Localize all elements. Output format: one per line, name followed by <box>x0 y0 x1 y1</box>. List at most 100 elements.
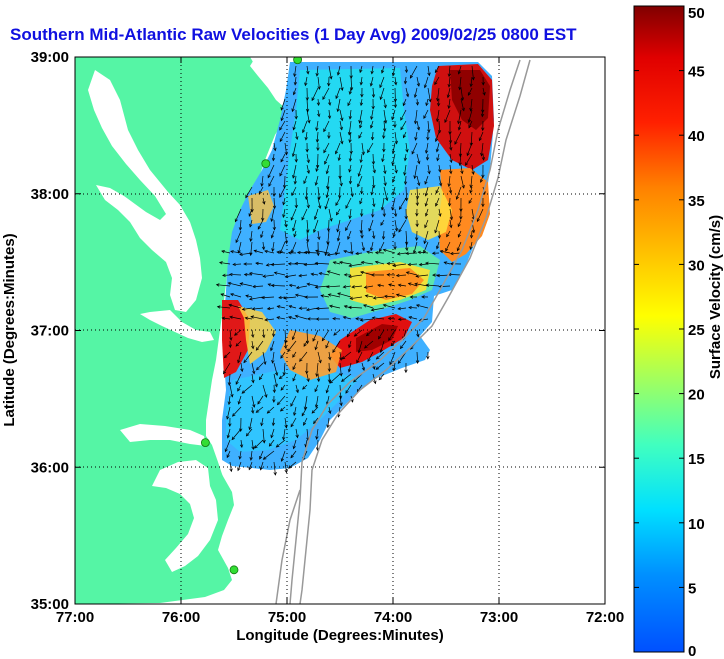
velocity-vector-head <box>251 379 255 384</box>
velocity-vector-head <box>255 347 260 351</box>
velocity-vector-head <box>469 234 474 239</box>
velocity-vector-head <box>227 401 231 406</box>
velocity-vector <box>448 274 462 276</box>
velocity-vector-head <box>370 308 375 312</box>
velocity-vector <box>449 208 453 220</box>
velocity-vector-head <box>404 216 408 220</box>
velocity-vector-head <box>397 317 402 321</box>
velocity-vector <box>328 294 341 298</box>
velocity-vector-head <box>386 273 391 277</box>
velocity-vector <box>311 406 319 414</box>
coverage-north-yellow <box>248 190 274 224</box>
velocity-vector-head <box>320 294 325 298</box>
velocity-vector <box>332 340 341 353</box>
velocity-vector-head <box>315 168 319 173</box>
velocity-vector-head <box>383 104 387 109</box>
velocity-vector-head <box>457 126 462 131</box>
velocity-vector <box>258 186 264 195</box>
velocity-vector-head <box>243 262 247 266</box>
velocity-vector-head <box>292 366 296 371</box>
velocity-vector-head <box>293 233 297 238</box>
colorbar: 0 5 10 15 20 25 30 35 40 45 50 Surface Velocity (c… <box>633 5 724 659</box>
velocity-vector <box>470 76 473 87</box>
velocity-vector-head <box>268 443 273 447</box>
velocity-vector-head <box>371 161 376 165</box>
velocity-vector <box>280 98 286 111</box>
velocity-vector <box>229 461 232 472</box>
velocity-vector-head <box>373 380 377 385</box>
velocity-vector <box>328 98 331 106</box>
velocity-vector <box>338 153 341 161</box>
velocity-vector-head <box>443 261 448 265</box>
velocity-vector <box>295 428 298 438</box>
velocity-vector <box>306 428 309 441</box>
velocity-vector <box>251 395 255 408</box>
velocity-vector-head <box>251 307 256 311</box>
velocity-vector-head <box>252 404 256 408</box>
velocity-vector-head <box>276 305 281 309</box>
velocity-vector-head <box>469 189 473 194</box>
velocity-vector-head <box>447 203 452 207</box>
velocity-vector-head <box>340 87 344 91</box>
velocity-vector <box>438 208 441 217</box>
velocity-vector <box>261 296 275 299</box>
velocity-vector-head <box>260 183 264 187</box>
velocity-vector-head <box>375 356 380 360</box>
velocity-vector-head <box>382 213 386 218</box>
colorbar-tick-label: 50 <box>688 5 705 22</box>
colorbar-tick-label: 10 <box>688 516 705 533</box>
velocity-vector <box>398 307 407 310</box>
velocity-vector-head <box>294 116 298 120</box>
velocity-vector-head <box>292 91 297 96</box>
velocity-vector <box>267 307 275 310</box>
velocity-vector-head <box>326 185 330 190</box>
velocity-vector-head <box>481 127 485 132</box>
velocity-vector-head <box>439 249 444 254</box>
velocity-vector-head <box>404 369 408 374</box>
colorbar-gradient <box>633 5 685 653</box>
velocity-vector <box>406 271 418 276</box>
velocity-vector-head <box>221 250 225 254</box>
velocity-vector <box>281 450 286 462</box>
velocity-vector-head <box>288 283 293 288</box>
velocity-vector <box>446 230 451 237</box>
velocity-vector <box>303 340 308 347</box>
velocity-vector-head <box>324 160 328 165</box>
velocity-vector-head <box>447 183 451 188</box>
velocity-vector-head <box>271 422 276 427</box>
velocity-vector-head <box>249 238 253 242</box>
velocity-vector <box>425 197 429 207</box>
colorbar-ticks: 0 5 10 15 20 25 30 35 40 45 50 <box>634 5 705 659</box>
velocity-vector-head <box>343 305 348 309</box>
velocity-vector <box>327 270 341 276</box>
velocity-vector <box>293 439 297 449</box>
velocity-vector <box>325 197 330 210</box>
velocity-vector <box>382 153 385 162</box>
velocity-vector <box>316 307 330 309</box>
velocity-vector-head <box>424 150 429 154</box>
velocity-vector <box>408 316 418 320</box>
velocity-vector-head <box>458 86 462 91</box>
velocity-vector-head <box>391 162 395 166</box>
velocity-vector-head <box>383 170 387 175</box>
velocity-vector-head <box>346 333 350 338</box>
velocity-vector <box>294 65 297 77</box>
velocity-vector <box>383 120 386 132</box>
velocity-vector <box>238 395 242 405</box>
velocity-vector-head <box>361 367 365 372</box>
velocity-vector <box>241 384 253 394</box>
velocity-vector <box>257 219 264 230</box>
velocity-vector-head <box>379 248 383 253</box>
velocity-vector-head <box>304 196 309 201</box>
velocity-vector <box>326 395 330 405</box>
velocity-vector <box>223 362 231 374</box>
velocity-vector-head <box>347 102 351 107</box>
velocity-vector <box>438 164 441 173</box>
velocity-vector-head <box>271 360 275 364</box>
velocity-vector <box>252 307 264 310</box>
velocity-vector-head <box>393 104 398 109</box>
velocity-vector-head <box>226 415 230 420</box>
velocity-vector <box>273 329 275 337</box>
velocity-vector-head <box>329 380 333 384</box>
velocity-vector <box>367 351 374 362</box>
